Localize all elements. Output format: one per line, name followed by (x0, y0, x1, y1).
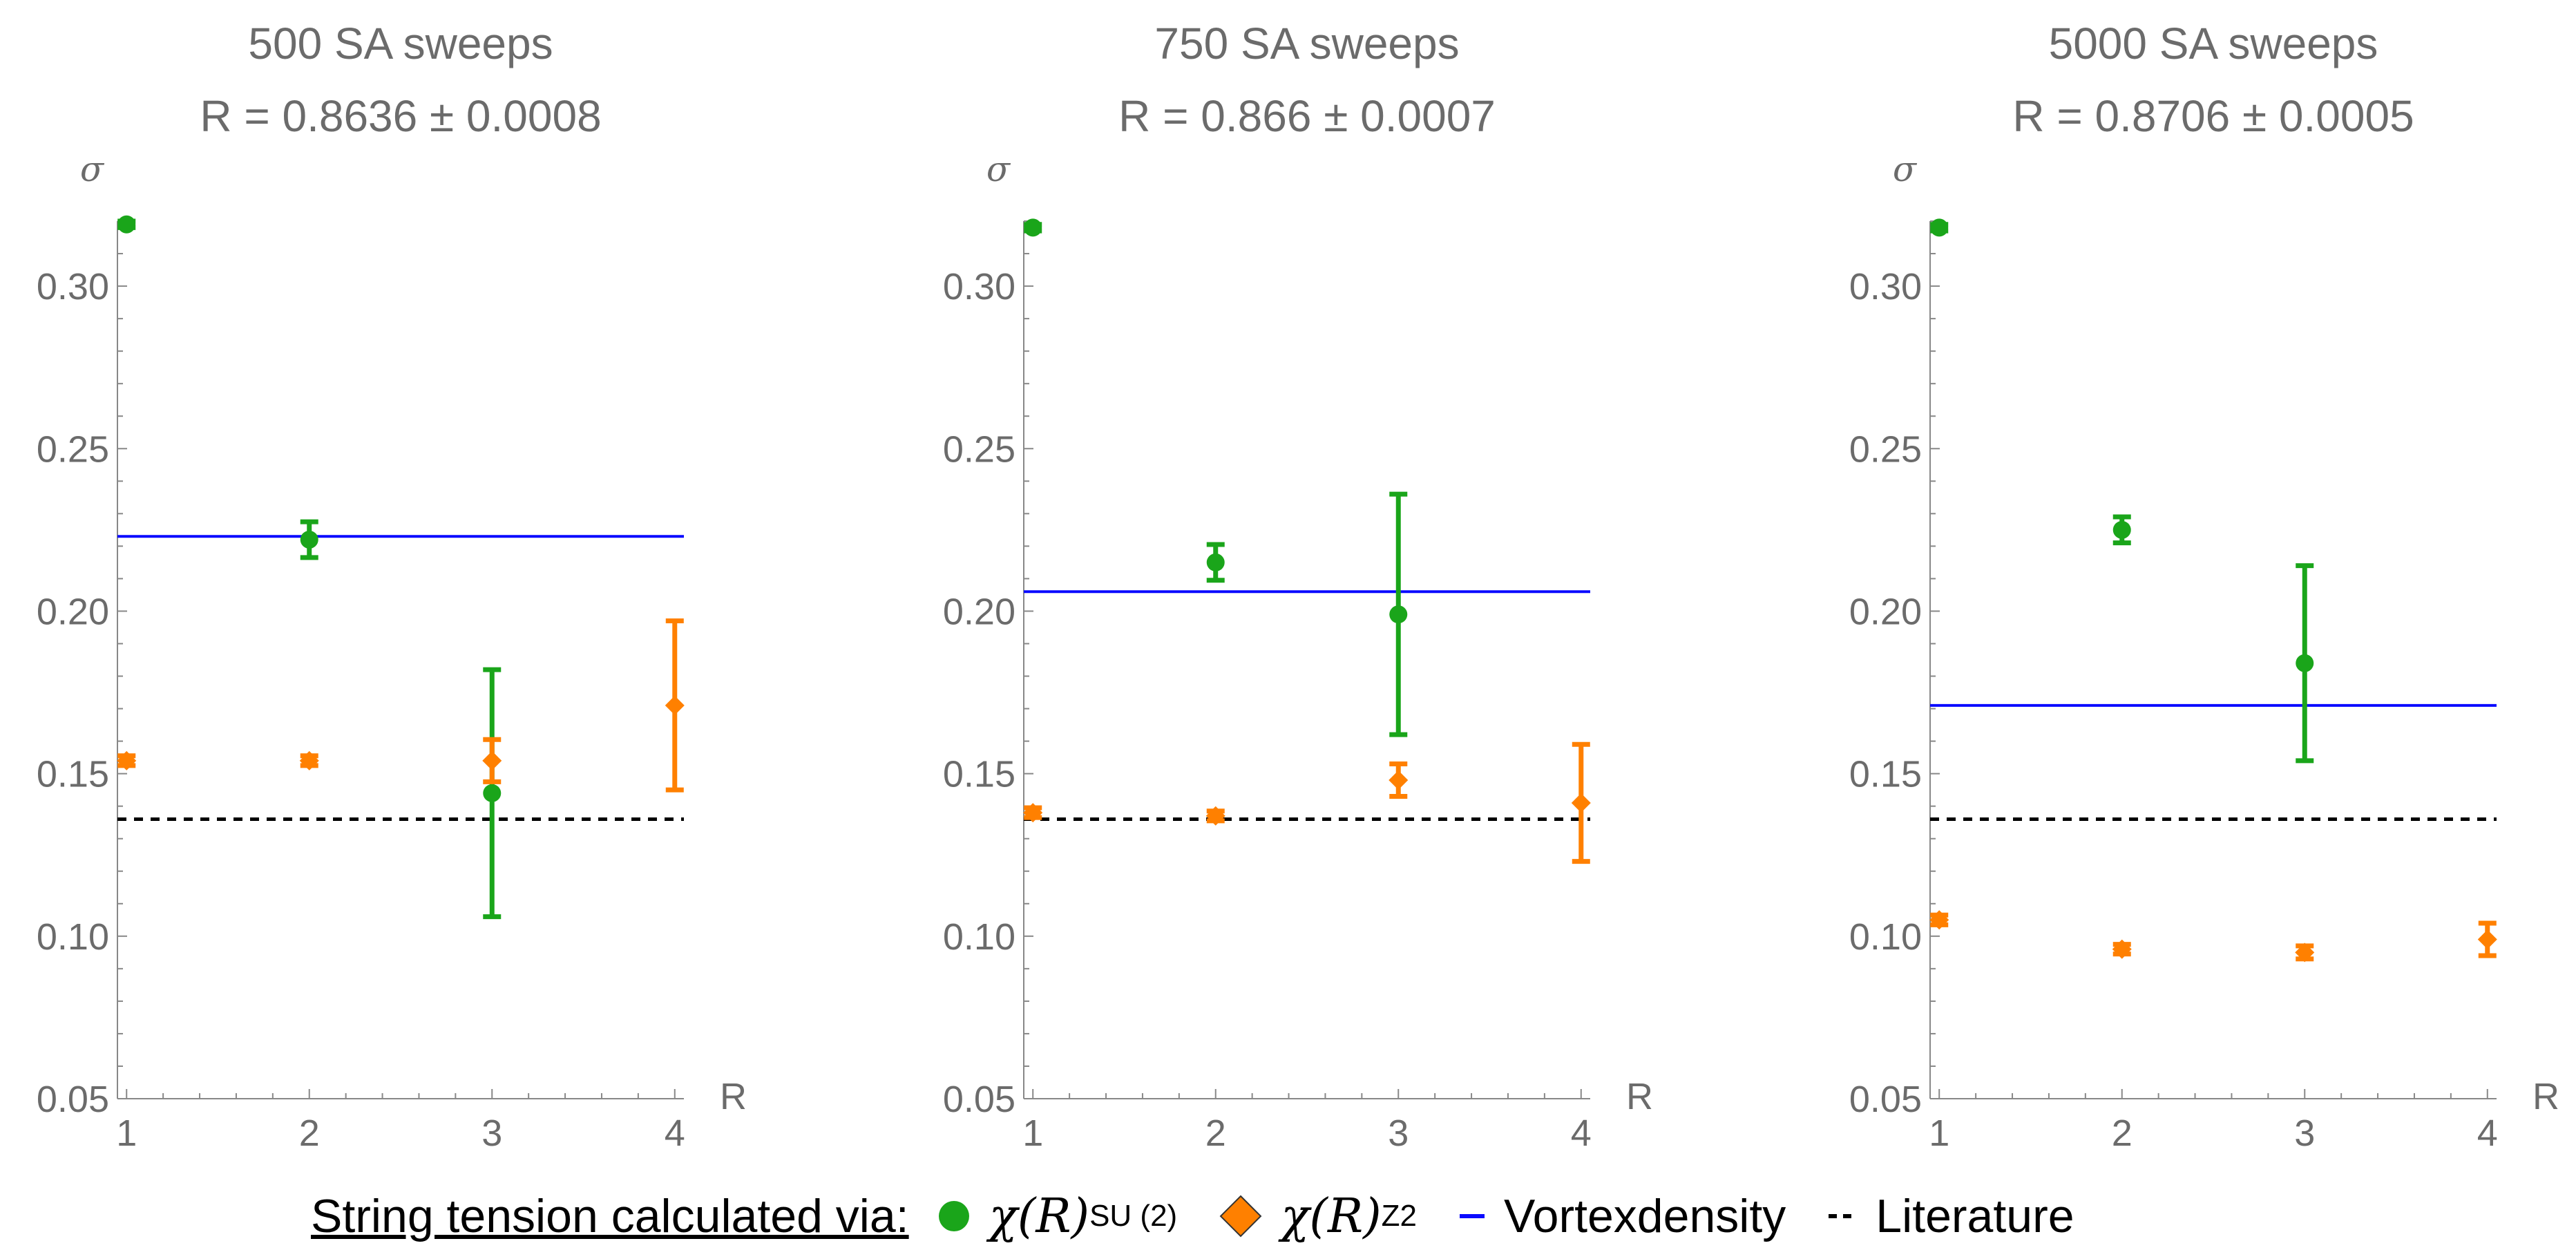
panel-2-subtitle: R = 0.866 ± 0.0007 (1118, 91, 1496, 141)
panel-3-chi_Z2-point (2112, 939, 2132, 959)
legend-z2-subscript: Z2 (1381, 1199, 1418, 1233)
panel-3-x-tick-label: 2 (2112, 1113, 2133, 1154)
panel-3-x-tick-label: 3 (2294, 1113, 2315, 1154)
panel-1-chi_Z2-point (482, 750, 502, 770)
panel-2-chi_Z2-point (1023, 803, 1043, 823)
green-circle-icon (938, 1201, 969, 1231)
panel-1-chi_SU2-point (300, 530, 318, 549)
legend-item-vortex: Vortexdensity (1458, 1189, 1786, 1243)
panel-2-y-tick-label: 0.15 (943, 754, 1015, 795)
panel-3-chi_SU2-point (2296, 654, 2314, 672)
legend-su2-subscript: SU (2) (1089, 1199, 1178, 1233)
legend-item-z2: χ(R) Z2 (1219, 1189, 1417, 1244)
blue-line-icon (1460, 1214, 1485, 1218)
panel-1-y-tick-label: 0.30 (37, 266, 109, 307)
panel-2-y-tick-label: 0.25 (943, 428, 1015, 470)
panel-1-x-tick-label: 2 (299, 1113, 320, 1154)
panel-2-chi_Z2-point (1571, 793, 1591, 813)
panel-1-title: 500 SA sweeps (248, 19, 553, 68)
panel-1-y-tick-label: 0.25 (37, 428, 109, 470)
panel-2-x-tick-label: 1 (1022, 1113, 1043, 1154)
panel-3-y-tick-label: 0.30 (1849, 266, 1922, 307)
panel-3-chi_Z2-point (2295, 943, 2315, 963)
panel-3-y-axis-label: σ (1893, 149, 1918, 189)
legend-intro: String tension calculated via: (311, 1190, 909, 1242)
panel-3-y-tick-label: 0.25 (1849, 428, 1922, 470)
panel-2-y-axis-label: σ (986, 149, 1011, 189)
panel-3-x-axis-label: R (2532, 1076, 2559, 1117)
panel-1-y-tick-label: 0.20 (37, 591, 109, 632)
panel-2-chi_Z2-point (1205, 806, 1225, 826)
orange-diamond-icon (1219, 1195, 1262, 1238)
legend: String tension calculated via: χ(R) SU (2… (311, 1175, 2116, 1258)
panel-1-y-tick-label: 0.10 (37, 916, 109, 958)
panel-3-chi_SU2-point (1930, 218, 1949, 237)
panel-2-title: 750 SA sweeps (1154, 19, 1459, 68)
panel-2-chi_SU2-point (1024, 218, 1042, 237)
panel-3-y-tick-label: 0.05 (1849, 1079, 1922, 1120)
panel-2-chi_SU2-point (1206, 553, 1225, 571)
panel-2-y-tick-label: 0.10 (943, 916, 1015, 958)
panel-2-chi_SU2-point (1389, 605, 1408, 624)
panel-2-chi_Z2-point (1389, 770, 1409, 791)
panel-3-y-tick-label: 0.10 (1849, 916, 1922, 958)
legend-item-su2: χ(R) SU (2) (937, 1189, 1178, 1244)
panel-2-x-tick-label: 4 (1571, 1113, 1592, 1154)
panel-1-x-tick-label: 1 (116, 1113, 137, 1154)
panel-1-chi_Z2-point (117, 750, 137, 770)
panel-2-x-tick-label: 2 (1205, 1113, 1226, 1154)
panel-1-y-tick-label: 0.05 (37, 1079, 109, 1120)
panel-1-y-axis-label: σ (80, 149, 105, 189)
legend-item-literature: Literature (1827, 1189, 2074, 1243)
panel-3-chi_Z2-point (1929, 910, 1949, 930)
panel-2-y-tick-label: 0.05 (943, 1079, 1015, 1120)
panel-1-x-tick-label: 3 (481, 1113, 502, 1154)
panel-1-chi_Z2-point (665, 695, 685, 715)
panel-3-x-tick-label: 1 (1929, 1113, 1949, 1154)
panel-1-subtitle: R = 0.8636 ± 0.0008 (200, 91, 601, 141)
panel-3-y-tick-label: 0.15 (1849, 754, 1922, 795)
panel-2-x-axis-label: R (1626, 1076, 1653, 1117)
panel-3-subtitle: R = 0.8706 ± 0.0005 (2012, 91, 2414, 141)
panel-1-chi_Z2-point (299, 750, 319, 770)
panel-2-y-tick-label: 0.30 (943, 266, 1015, 307)
legend-z2-label: χ(R) (1281, 1189, 1382, 1244)
panel-1-x-axis-label: R (720, 1076, 747, 1117)
panel-1-chi_SU2-point (117, 215, 136, 234)
dashed-line-icon (1829, 1214, 1857, 1218)
panel-3-x-tick-label: 4 (2477, 1113, 2498, 1154)
panel-1-x-tick-label: 4 (665, 1113, 685, 1154)
legend-literature-label: Literature (1876, 1190, 2074, 1242)
panel-2-x-tick-label: 3 (1388, 1113, 1409, 1154)
panel-3-y-tick-label: 0.20 (1849, 591, 1922, 632)
panel-3-chi_SU2-point (2112, 520, 2131, 539)
legend-vortex-label: Vortexdensity (1504, 1190, 1786, 1242)
panel-3-title: 5000 SA sweeps (2049, 19, 2378, 68)
panel-1-y-tick-label: 0.15 (37, 754, 109, 795)
panel-2-y-tick-label: 0.20 (943, 591, 1015, 632)
panel-1-chi_SU2-point (483, 784, 502, 802)
panel-3-chi_Z2-point (2477, 929, 2497, 949)
legend-su2-label: χ(R) (989, 1189, 1090, 1244)
